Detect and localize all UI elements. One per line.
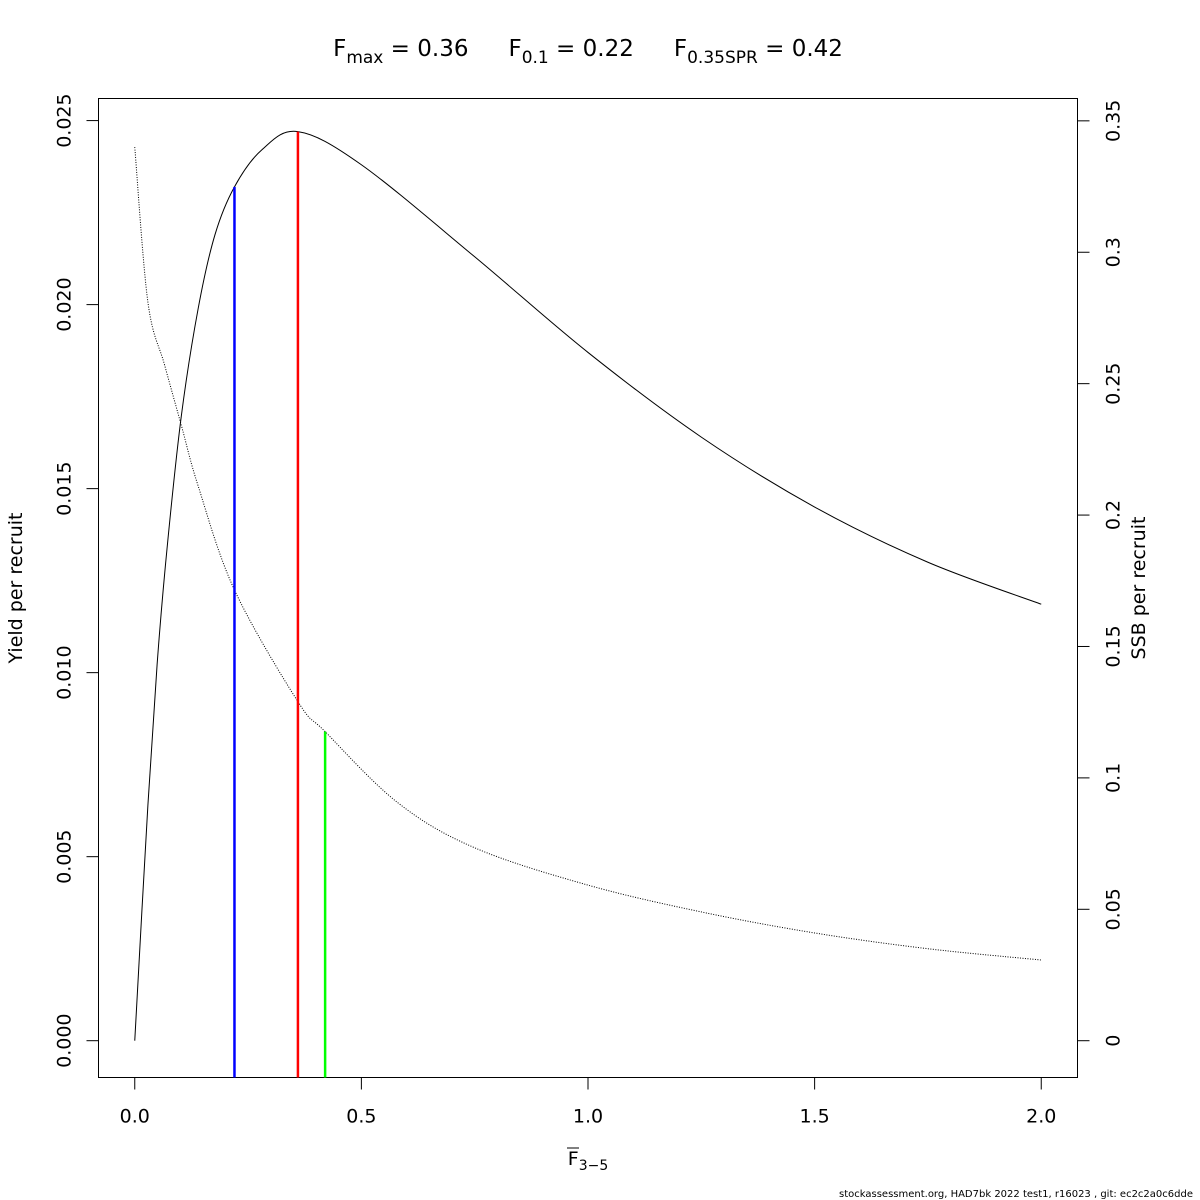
x-tick-label: 0.0 xyxy=(120,1106,150,1128)
chart-title: Fmax = 0.36 F0.1 = 0.22 F0.35SPR = 0.42 xyxy=(333,36,843,68)
x-axis-label: F3−5 xyxy=(568,1148,608,1174)
y-left-axis-label: Yield per recruit xyxy=(5,513,27,665)
y-right-tick-label: 0.25 xyxy=(1103,363,1125,405)
yield-per-recruit-line xyxy=(134,130,1042,1041)
y-right-tick-label: 0.1 xyxy=(1103,763,1125,793)
y-right-tick-label: 0.2 xyxy=(1103,500,1125,530)
y-right-tick-label: 0.15 xyxy=(1103,625,1125,667)
y-right-axis-label: SSB per recruit xyxy=(1128,517,1150,660)
y-right-tick-label: 0.3 xyxy=(1103,237,1125,267)
y-left-tick-label: 0.000 xyxy=(54,1013,76,1067)
y-right-tick-label: 0.05 xyxy=(1103,888,1125,930)
y-left-tick-label: 0.010 xyxy=(54,645,76,699)
footer-text: stockassessment.org, HAD7bk 2022 test1, … xyxy=(839,1189,1193,1200)
ssb-per-recruit-line xyxy=(134,147,1042,961)
y-left-tick-label: 0.015 xyxy=(54,461,76,515)
y-left-tick-label: 0.005 xyxy=(54,829,76,883)
x-tick-label: 1.0 xyxy=(573,1106,603,1128)
y-right-tick-label: 0 xyxy=(1103,1035,1125,1047)
y-right-tick-label: 0.35 xyxy=(1103,100,1125,142)
x-tick-label: 2.0 xyxy=(1026,1106,1056,1128)
x-tick-label: 1.5 xyxy=(800,1106,830,1128)
y-left-tick-label: 0.020 xyxy=(54,277,76,331)
plot-frame xyxy=(98,98,1078,1078)
x-tick-label: 0.5 xyxy=(346,1106,376,1128)
y-left-tick-label: 0.025 xyxy=(54,93,76,147)
